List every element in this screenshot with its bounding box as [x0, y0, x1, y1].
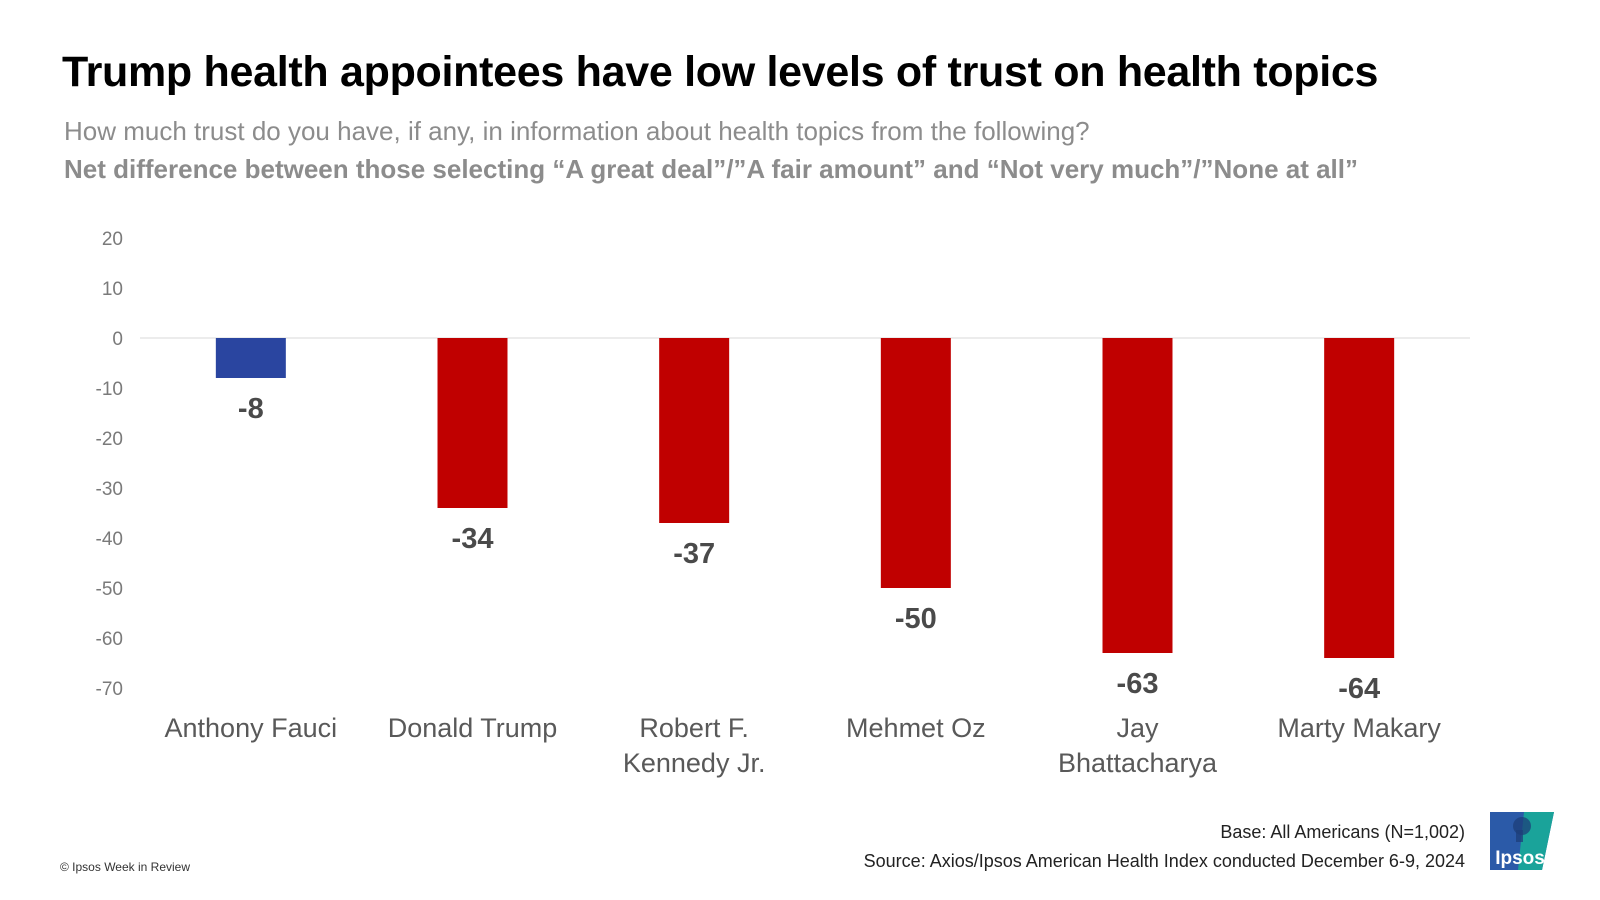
category-label: Marty Makary: [1277, 713, 1441, 743]
category-label: Kennedy Jr.: [623, 748, 766, 778]
bar: [215, 338, 286, 378]
chart-subtitle: How much trust do you have, if any, in i…: [64, 116, 1090, 146]
copyright-note: © Ipsos Week in Review: [60, 860, 191, 874]
category-label: Anthony Fauci: [165, 713, 338, 743]
y-tick-label: -70: [96, 679, 123, 700]
bar: [1324, 338, 1395, 658]
y-tick-label: 10: [102, 279, 123, 300]
y-tick-label: -10: [96, 379, 123, 400]
bar: [437, 338, 508, 508]
category-label: Robert F.: [639, 713, 749, 743]
y-tick-label: 20: [102, 229, 123, 250]
bar: [659, 338, 730, 523]
logo-text: Ipsos: [1495, 848, 1545, 869]
y-tick-label: -60: [96, 629, 123, 650]
base-note: Base: All Americans (N=1,002): [1220, 822, 1465, 842]
category-labels: Anthony Fauci Donald Trump Robert F. Kenned…: [165, 713, 1442, 778]
category-label: Mehmet Oz: [846, 713, 986, 743]
ipsos-logo: Ipsos: [1490, 812, 1554, 870]
bar: [1102, 338, 1173, 653]
y-tick-label: -20: [96, 429, 123, 450]
chart-subtitle-bold: Net difference between those selecting “…: [64, 154, 1359, 184]
value-labels: -8 -34 -37 -50 -63 -64: [238, 393, 1380, 705]
bars: [215, 338, 1395, 658]
data-label: -8: [238, 393, 264, 425]
y-tick-label: -40: [96, 529, 123, 550]
y-tick-label: -30: [96, 479, 123, 500]
category-label: Donald Trump: [388, 713, 558, 743]
category-label: Bhattacharya: [1058, 748, 1218, 778]
bar: [880, 338, 951, 588]
data-label: -64: [1338, 673, 1380, 705]
category-label: Jay: [1116, 713, 1159, 743]
data-label: -50: [895, 603, 937, 635]
y-tick-label: -50: [96, 579, 123, 600]
y-tick-label: 0: [112, 329, 123, 350]
y-axis-ticks: 20 10 0 -10 -20 -30 -40 -50 -60 -70: [96, 229, 123, 700]
chart-title: Trump health appointees have low levels …: [62, 48, 1379, 96]
data-label: -34: [452, 523, 494, 555]
source-note: Source: Axios/Ipsos American Health Inde…: [863, 851, 1465, 871]
data-label: -63: [1117, 668, 1159, 700]
data-label: -37: [673, 538, 715, 570]
